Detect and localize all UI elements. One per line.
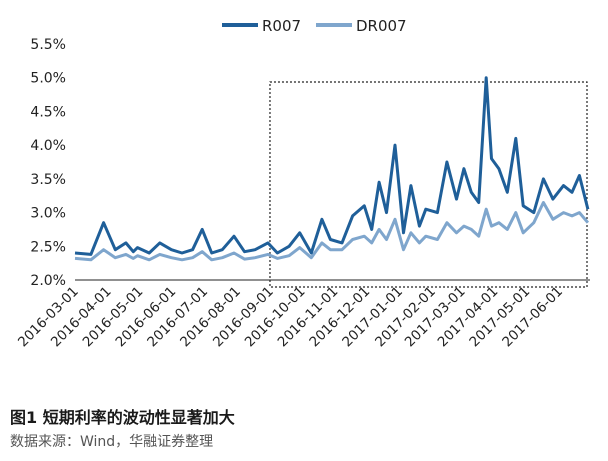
y-axis: 2.0% 2.5% 3.0% 3.5% 4.0% 4.5% 5.0% 5.5% [30,37,66,289]
y-tick-label: 3.0% [30,206,66,222]
line-chart: R007 DR007 2.0% 2.5% 3.0% 3.5% 4.0% 4.5% 5.0% 5… [15,17,590,351]
y-tick-label: 5.0% [30,71,66,87]
series-line-dr007 [74,201,590,262]
y-tick-label: 4.0% [30,138,66,154]
highlight-box [269,81,588,288]
y-tick-label: 5.5% [30,37,66,53]
figure-caption: 图1 短期利率的波动性显著加大 [10,408,235,427]
data-source: 数据来源：Wind，华融证券整理 [10,434,214,450]
y-tick-label: 2.0% [30,273,66,289]
legend-label-dr007: DR007 [356,17,407,35]
legend-label-r007: R007 [262,17,301,35]
x-axis: 2016-03-012016-04-012016-05-012016-06-01… [15,284,566,351]
y-tick-label: 4.5% [30,104,66,120]
series-layer [74,76,590,262]
chart-legend: R007 DR007 [222,17,407,35]
series-line-r007 [74,76,590,256]
y-tick-label: 2.5% [30,239,66,255]
y-tick-label: 3.5% [30,172,66,188]
